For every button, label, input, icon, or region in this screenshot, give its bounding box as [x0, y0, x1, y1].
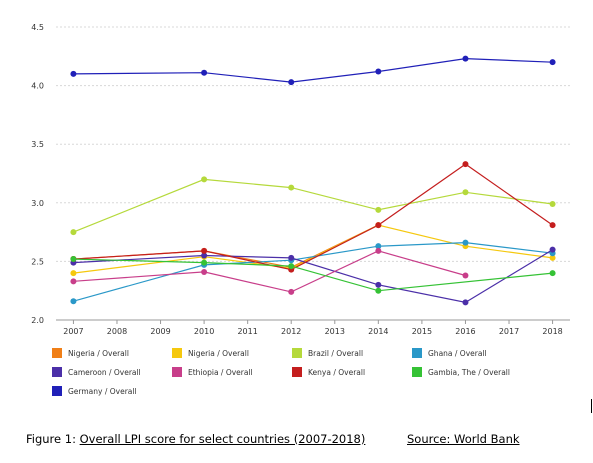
data-point — [375, 243, 382, 250]
y-tick-label: 4.0 — [31, 82, 44, 91]
legend-item[interactable]: Kenya / Overall — [292, 367, 365, 377]
x-tick-label: 2013 — [325, 327, 345, 336]
x-tick-label: 2018 — [542, 327, 562, 336]
data-point — [549, 59, 556, 66]
legend-item[interactable]: Nigeria / Overall — [172, 348, 249, 358]
data-point — [70, 298, 77, 305]
data-point — [375, 68, 382, 75]
data-point — [201, 252, 208, 259]
data-point — [288, 263, 295, 270]
y-tick-label: 2.0 — [31, 316, 44, 325]
legend-label: Brazil / Overall — [308, 348, 364, 358]
data-point — [70, 278, 77, 285]
caption-source: Source: World Bank — [407, 432, 520, 446]
x-tick-label: 2012 — [281, 327, 301, 336]
y-axis-ticks: 2.0 2.5 3.0 3.5 4.0 4.5 — [31, 23, 44, 325]
legend-swatch — [292, 348, 302, 358]
data-point — [70, 70, 77, 77]
series-line — [73, 178, 553, 233]
legend-item[interactable]: Gambia, The / Overall — [412, 367, 510, 377]
legend-swatch — [52, 386, 62, 396]
legend-item[interactable]: Nigeria / Overall — [52, 348, 129, 358]
y-tick-label: 2.5 — [31, 257, 44, 266]
legend-swatch — [172, 348, 182, 358]
data-point — [70, 256, 77, 263]
legend-item[interactable]: Germany / Overall — [52, 386, 137, 396]
x-tick-label: 2017 — [499, 327, 519, 336]
series-points — [70, 55, 556, 306]
data-point — [375, 281, 382, 288]
x-tick-label: 2011 — [237, 327, 257, 336]
x-tick-label: 2014 — [368, 327, 388, 336]
text-cursor — [591, 399, 592, 413]
x-tick-label: 2016 — [455, 327, 475, 336]
legend-label: Nigeria / Overall — [188, 348, 249, 358]
x-tick-label: 2010 — [194, 327, 214, 336]
legend-swatch — [412, 367, 422, 377]
legend-swatch — [172, 367, 182, 377]
data-point — [549, 254, 556, 261]
data-point — [375, 287, 382, 294]
data-point — [288, 79, 295, 86]
legend-label: Gambia, The / Overall — [428, 367, 510, 377]
legend-label: Ghana / Overall — [428, 348, 487, 358]
y-tick-label: 4.5 — [31, 23, 44, 32]
data-point — [462, 55, 469, 62]
data-point — [549, 200, 556, 207]
x-tick-label: 2007 — [63, 327, 83, 336]
gridlines — [56, 26, 570, 262]
data-point — [549, 270, 556, 277]
x-tick-label: 2008 — [107, 327, 127, 336]
series-line — [73, 241, 553, 302]
legend-item[interactable]: Ghana / Overall — [412, 348, 487, 358]
data-point — [201, 69, 208, 76]
legend-item[interactable]: Cameroon / Overall — [52, 367, 141, 377]
legend-label: Nigeria / Overall — [68, 348, 129, 358]
data-point — [462, 189, 469, 196]
legend-label: Cameroon / Overall — [68, 367, 141, 377]
x-tick-label: 2015 — [412, 327, 432, 336]
series-lines — [73, 57, 553, 304]
data-point — [462, 161, 469, 168]
data-point — [288, 184, 295, 191]
legend-label: Kenya / Overall — [308, 367, 366, 377]
legend-swatch — [292, 367, 302, 377]
data-point — [201, 268, 208, 275]
line-chart: 2007 2008 2009 2010 2011 2012 2013 2014 2015 2016… — [31, 23, 570, 336]
legend-item[interactable]: Ethiopia / Overall — [172, 367, 253, 377]
legend-swatch — [52, 348, 62, 358]
series-line — [73, 57, 553, 83]
data-point — [462, 239, 469, 246]
data-point — [462, 299, 469, 306]
data-point — [375, 206, 382, 213]
legend-item[interactable]: Brazil / Overall — [292, 348, 363, 358]
series-line — [73, 224, 553, 274]
x-axis-ticks: 2007 2008 2009 2010 2011 2012 2013 2014 2015 2016… — [63, 320, 563, 336]
data-point — [549, 222, 556, 229]
data-point — [288, 288, 295, 295]
caption-title: Overall LPI score for select countries (… — [79, 432, 366, 446]
data-point — [201, 176, 208, 183]
legend-swatch — [412, 348, 422, 358]
data-point — [288, 254, 295, 261]
data-point — [462, 272, 469, 279]
y-tick-label: 3.5 — [31, 140, 44, 149]
figure-caption: Figure 1: Overall LPI score for select c… — [26, 432, 365, 446]
y-tick-label: 3.0 — [31, 199, 44, 208]
data-point — [549, 246, 556, 253]
caption-prefix: Figure 1: — [26, 432, 80, 446]
legend-swatch — [52, 367, 62, 377]
legend-label: Ethiopia / Overall — [188, 367, 253, 377]
data-point — [70, 229, 77, 236]
legend-label: Germany / Overall — [68, 386, 137, 396]
series-line — [73, 163, 553, 271]
data-point — [201, 259, 208, 266]
data-point — [375, 222, 382, 229]
data-point — [201, 247, 208, 254]
data-point — [375, 247, 382, 254]
x-tick-label: 2009 — [150, 327, 170, 336]
data-point — [70, 270, 77, 277]
